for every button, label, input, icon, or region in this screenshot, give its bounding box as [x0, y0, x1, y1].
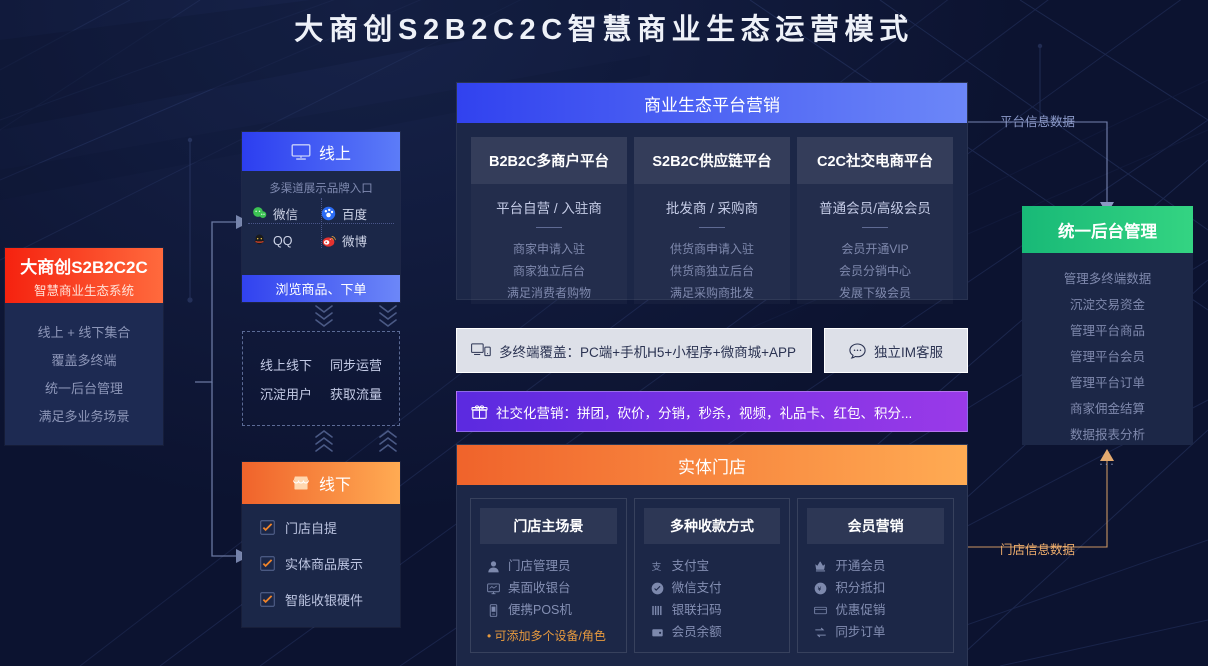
svg-text:支: 支 [651, 560, 661, 572]
svg-text:¥: ¥ [818, 586, 822, 593]
